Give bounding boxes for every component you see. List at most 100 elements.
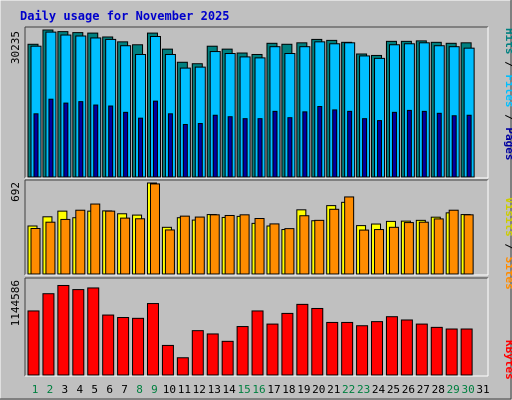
day-label: 30 (462, 383, 475, 396)
legend-files: Files (503, 74, 512, 107)
pages-bar (302, 111, 308, 178)
day-label: 9 (151, 383, 158, 396)
sites-bar (75, 209, 86, 275)
sites-bar (105, 210, 116, 275)
sites-bar (374, 229, 385, 275)
day-label: 16 (252, 383, 265, 396)
kbytes-bar (57, 284, 70, 376)
kbytes-bar (132, 317, 145, 376)
chart-title: Daily usage for November 2025 (20, 9, 230, 23)
pages-bar (108, 105, 114, 178)
sites-bar (45, 221, 56, 275)
kbytes-bar (42, 293, 55, 376)
hits-max-label: 30235 (9, 31, 22, 64)
day-label: 22 (342, 383, 355, 396)
kbytes-bar (117, 317, 130, 376)
pages-bar (466, 114, 472, 178)
day-label: 18 (282, 383, 295, 396)
day-label: 8 (136, 383, 143, 396)
sites-bar (194, 216, 205, 275)
kbytes-bar (146, 303, 159, 376)
day-label: 12 (193, 383, 206, 396)
day-label: 13 (208, 383, 221, 396)
kbytes-bar (251, 310, 264, 376)
sites-bar (284, 228, 295, 275)
sites-bar (30, 228, 41, 275)
pages-bar (242, 118, 248, 178)
pages-bar (377, 120, 383, 178)
kbytes-bar (72, 289, 85, 376)
kbytes-bar (296, 303, 309, 376)
sites-bar (135, 218, 146, 275)
sites-bar (209, 214, 220, 275)
sites-bar (388, 226, 399, 275)
pages-bar (182, 123, 188, 178)
day-label: 1 (32, 383, 39, 396)
day-label: 20 (312, 383, 325, 396)
pages-bar (78, 101, 84, 178)
pages-bar (48, 98, 54, 178)
kbytes-bar (356, 325, 369, 376)
sites-bar (448, 209, 459, 275)
kbytes-bar (176, 357, 189, 376)
day-label: 25 (387, 383, 400, 396)
pages-bar (421, 110, 427, 178)
pages-bar (436, 112, 442, 178)
pages-bar (317, 106, 323, 178)
day-label: 6 (106, 383, 113, 396)
legend-pages: Pages (503, 127, 512, 160)
day-label: 2 (47, 383, 54, 396)
kbytes-bar (102, 314, 115, 376)
kbytes-bar (326, 321, 339, 376)
sites-bar (344, 196, 355, 275)
legend-kbytes: KBytes (503, 340, 512, 380)
pages-bar (167, 113, 173, 178)
kbytes-bar (281, 312, 294, 376)
day-label: 11 (178, 383, 191, 396)
day-label: 27 (417, 383, 430, 396)
pages-bar (362, 118, 368, 178)
sites-bar (418, 221, 429, 275)
pages-bar (451, 115, 457, 178)
kbytes-max-label: 1144586 (9, 280, 22, 326)
sites-bar (403, 222, 414, 275)
pages-bar (406, 109, 412, 178)
sites-bar (179, 215, 190, 275)
sites-bar (239, 214, 250, 275)
kbytes-bar (430, 326, 443, 376)
legend-visits: Visits (503, 197, 512, 237)
kbytes-bar (400, 319, 413, 376)
sites-bar (254, 218, 265, 275)
kbytes-bar (27, 310, 40, 376)
day-label: 23 (357, 383, 370, 396)
day-label: 17 (267, 383, 280, 396)
sites-bar (90, 203, 101, 275)
sites-bar (299, 215, 310, 275)
pages-bar (212, 114, 218, 178)
day-label: 4 (76, 383, 83, 396)
pages-bar (152, 100, 158, 178)
pages-bar (332, 109, 338, 178)
kbytes-bar (460, 328, 473, 376)
pages-bar (33, 113, 39, 178)
day-label: 28 (432, 383, 445, 396)
day-label: 26 (402, 383, 415, 396)
day-label: 24 (372, 383, 386, 396)
day-label: 14 (223, 383, 237, 396)
kbytes-bar (221, 340, 234, 376)
kbytes-bar (371, 321, 384, 376)
kbytes-bar (415, 323, 428, 376)
kbytes-bar (266, 323, 279, 376)
legend-hits: Hits (503, 28, 512, 55)
day-label: 3 (62, 383, 69, 396)
pages-bar (272, 110, 278, 178)
pages-bar (287, 117, 293, 178)
sites-bar (224, 214, 235, 275)
sites-bar (149, 183, 160, 275)
pages-bar (123, 111, 129, 178)
day-label: 15 (237, 383, 250, 396)
pages-bar (227, 116, 233, 178)
kbytes-bar (87, 287, 100, 376)
day-label: 5 (91, 383, 98, 396)
